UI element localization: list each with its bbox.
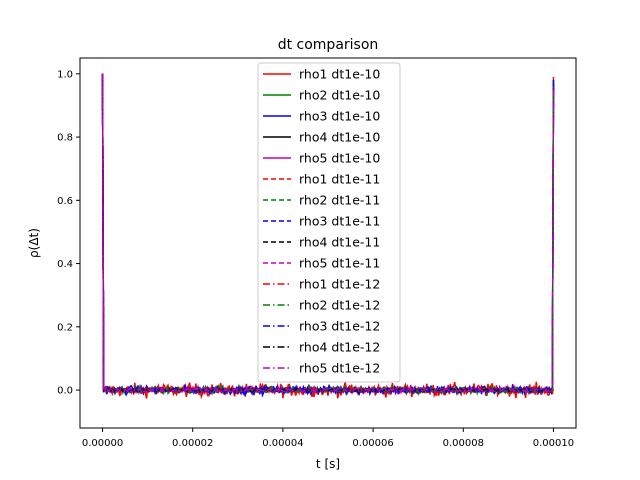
- y-tick-label: 0.4: [57, 259, 73, 270]
- y-tick-label: 0.6: [57, 196, 73, 207]
- y-tick-label: 0.2: [57, 322, 73, 333]
- legend-label-4: rho4 dt1e-10: [299, 130, 380, 145]
- series-line-15: [101, 73, 555, 394]
- x-tick-label: 0.00010: [533, 438, 574, 449]
- chart-title: dt comparison: [278, 37, 379, 53]
- legend-label-10: rho5 dt1e-11: [299, 256, 380, 271]
- legend-label-13: rho3 dt1e-12: [299, 319, 380, 334]
- x-axis: 0.00000 0.00002 0.00004 0.00006 0.00008 0.000…: [82, 428, 574, 449]
- plot-frame: [79, 57, 577, 429]
- x-axis-label: t [s]: [316, 457, 340, 471]
- x-tick-label: 0.00000: [82, 438, 123, 449]
- legend-label-6: rho1 dt1e-11: [299, 172, 380, 187]
- series-layer: [101, 73, 555, 400]
- y-tick-label: 0.8: [57, 133, 73, 144]
- legend-label-2: rho2 dt1e-10: [299, 88, 380, 103]
- y-tick-label: 1.0: [57, 69, 73, 80]
- legend-label-7: rho2 dt1e-11: [299, 193, 380, 208]
- legend-label-15: rho5 dt1e-12: [299, 361, 380, 376]
- legend-label-3: rho3 dt1e-10: [299, 109, 380, 124]
- legend-label-11: rho1 dt1e-12: [299, 277, 380, 292]
- legend-box: [257, 62, 401, 383]
- legend-label-12: rho2 dt1e-12: [299, 298, 380, 313]
- x-tick-label: 0.00004: [262, 438, 303, 449]
- y-axis: 0.0 0.2 0.4 0.6 0.8 1.0: [57, 69, 80, 397]
- legend-label-14: rho4 dt1e-12: [299, 340, 380, 355]
- y-axis-label: ρ(Δt): [27, 228, 41, 258]
- legend-label-5: rho5 dt1e-10: [299, 151, 380, 166]
- legend-label-1: rho1 dt1e-10: [299, 67, 380, 82]
- legend-label-9: rho4 dt1e-11: [299, 235, 380, 250]
- x-tick-label: 0.00006: [352, 438, 393, 449]
- legend: rho1 dt1e-10 rho2 dt1e-10 rho3 dt1e-10 rho4…: [257, 62, 401, 383]
- x-tick-label: 0.00008: [443, 438, 484, 449]
- x-tick-label: 0.00002: [172, 438, 213, 449]
- legend-label-8: rho3 dt1e-11: [299, 214, 380, 229]
- y-tick-label: 0.0: [57, 386, 73, 397]
